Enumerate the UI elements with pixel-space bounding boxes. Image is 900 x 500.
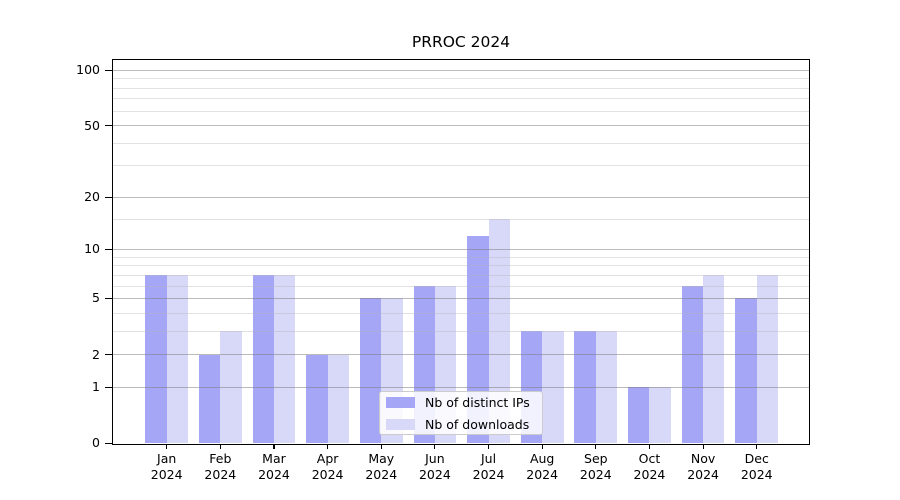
x-tick-label-apr: Apr 2024 — [311, 451, 344, 482]
plot-area — [113, 60, 809, 444]
x-tick-label-mar: Mar 2024 — [258, 451, 290, 482]
gridline-minor — [113, 165, 809, 167]
y-tick-label: 0 — [92, 435, 100, 451]
x-tick — [648, 444, 651, 449]
gridline-major — [113, 69, 809, 71]
gridline-major — [113, 297, 809, 299]
x-tick — [487, 444, 490, 449]
gridline-minor — [113, 142, 809, 144]
gridline-minor — [113, 78, 809, 80]
legend-label-distinct-ips: Nb of distinct IPs — [425, 394, 530, 410]
x-tick-label-aug: Aug 2024 — [526, 451, 559, 482]
bar-downloads-oct — [649, 387, 671, 444]
x-tick-label-may: May 2024 — [365, 451, 398, 482]
x-tick — [541, 444, 543, 449]
x-tick-label-jul: Jul 2024 — [472, 451, 505, 482]
gridline-major — [113, 386, 809, 388]
x-tick-label-nov: Nov 2024 — [687, 451, 719, 482]
bar-downloads-mar — [273, 275, 296, 444]
gridline-minor — [113, 87, 809, 89]
x-tick — [166, 444, 168, 449]
y-tick — [105, 196, 113, 198]
y-tick-label: 100 — [76, 62, 100, 78]
chart-title: PRROC 2024 — [411, 33, 511, 51]
gridline-minor — [113, 110, 809, 112]
y-tick-label: 20 — [84, 189, 100, 205]
x-tick-label-jan: Jan 2024 — [150, 451, 183, 482]
gridline-minor — [113, 312, 809, 314]
gridline-minor — [113, 274, 809, 276]
bar-downloads-dec — [756, 275, 779, 444]
bar-distinct-ips-oct — [628, 387, 650, 444]
gridline-minor — [113, 285, 809, 287]
x-tick — [273, 444, 275, 449]
x-tick-label-feb: Feb 2024 — [204, 451, 237, 482]
x-tick-label-jun: Jun 2024 — [418, 451, 451, 482]
gridline-major — [113, 125, 809, 127]
gridline-minor — [113, 330, 809, 332]
legend: Nb of distinct IPs Nb of downloads — [379, 391, 543, 435]
x-tick — [327, 444, 329, 449]
y-tick — [105, 297, 113, 300]
gridline-minor — [113, 265, 809, 267]
legend-swatch-downloads-icon — [386, 418, 415, 430]
x-tick — [434, 444, 436, 449]
y-tick — [105, 248, 113, 251]
bar-distinct-ips-mar — [252, 275, 274, 444]
gridline-minor — [113, 98, 809, 100]
y-tick — [105, 442, 113, 444]
bar-downloads-jan — [166, 275, 189, 444]
bar-distinct-ips-apr — [306, 354, 328, 444]
bar-downloads-nov — [703, 275, 725, 444]
y-tick — [105, 353, 113, 356]
bar-distinct-ips-feb — [198, 354, 221, 444]
y-tick-label: 10 — [84, 241, 100, 257]
gridline-major — [113, 248, 809, 250]
x-tick — [702, 444, 704, 449]
y-tick-label: 50 — [84, 117, 100, 133]
x-tick-label-oct: Oct 2024 — [633, 451, 666, 482]
x-tick — [219, 444, 221, 449]
legend-item-distinct-ips: Nb of distinct IPs — [386, 395, 542, 410]
bar-distinct-ips-nov — [681, 286, 704, 444]
legend-item-downloads: Nb of downloads — [386, 417, 542, 432]
y-tick-label: 2 — [92, 346, 100, 362]
bar-downloads-apr — [327, 354, 349, 444]
gridline-minor — [113, 256, 809, 258]
y-tick-label: 1 — [92, 379, 100, 395]
x-tick — [756, 444, 758, 449]
legend-swatch-distinct-ips-icon — [386, 396, 415, 408]
bar-distinct-ips-dec — [735, 298, 757, 444]
gridline-major — [113, 354, 809, 355]
x-tick — [595, 444, 597, 449]
gridline-major — [113, 196, 809, 198]
y-tick — [105, 386, 113, 388]
x-tick-label-sep: Sep 2024 — [579, 451, 612, 482]
x-tick-label-dec: Dec 2024 — [740, 451, 773, 482]
x-tick — [380, 444, 382, 449]
legend-label-downloads: Nb of downloads — [425, 416, 530, 432]
y-tick — [105, 124, 113, 127]
y-tick-label: 5 — [92, 290, 100, 306]
bar-distinct-ips-jan — [145, 275, 167, 444]
y-tick — [105, 69, 113, 71]
gridline-minor — [113, 218, 809, 220]
bar-distinct-ips-may — [359, 298, 382, 444]
